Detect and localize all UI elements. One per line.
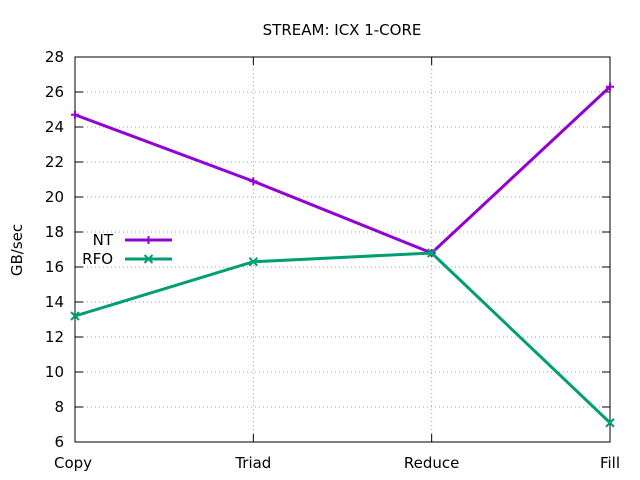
x-tick-label: Reduce [404,454,459,472]
data-point [248,257,259,267]
y-tick-label: 20 [45,188,64,206]
marker-stroke [605,418,615,428]
y-tick-label: 8 [54,398,64,416]
data-point [71,110,79,119]
plot-frame [74,56,611,443]
y-tick-label: 14 [45,293,64,311]
data-point [70,311,80,321]
legend-label-nt: NT [93,231,114,249]
marker-stroke [143,254,154,264]
marker-stroke [70,311,80,321]
data-point [605,418,615,428]
y-tick-label: 24 [45,118,64,136]
data-point [426,248,437,258]
y-tick-label: 12 [45,328,64,346]
y-tick-label: 28 [45,48,64,66]
y-tick-label: 16 [45,258,64,276]
y-tick-label: 10 [45,363,64,381]
data-point [144,236,153,244]
legend-label-rfo: RFO [82,250,113,268]
y-tick-label: 26 [45,83,64,101]
axis-ticks: 6 8 10 12 14 16 18 20 22 24 26 28 Copy Triad Reduce Fil… [45,48,620,472]
grid [75,57,610,442]
data-point [249,177,258,186]
series-lines [70,82,615,428]
y-tick-label: 18 [45,223,64,241]
data-point [143,254,154,264]
x-tick-label: Copy [54,454,92,472]
chart-title: STREAM: ICX 1-CORE [263,21,422,39]
marker-stroke [248,257,259,267]
series-line-nt [74,85,612,255]
series-line-rfo [74,251,612,424]
y-axis-label: GB/sec [8,224,26,276]
x-tick-label: Triad [234,454,271,472]
marker-stroke [426,248,437,258]
y-tick-label: 6 [54,433,64,451]
y-tick-label: 22 [45,153,64,171]
data-point [606,82,614,91]
x-tick-label: Fill [600,454,620,472]
